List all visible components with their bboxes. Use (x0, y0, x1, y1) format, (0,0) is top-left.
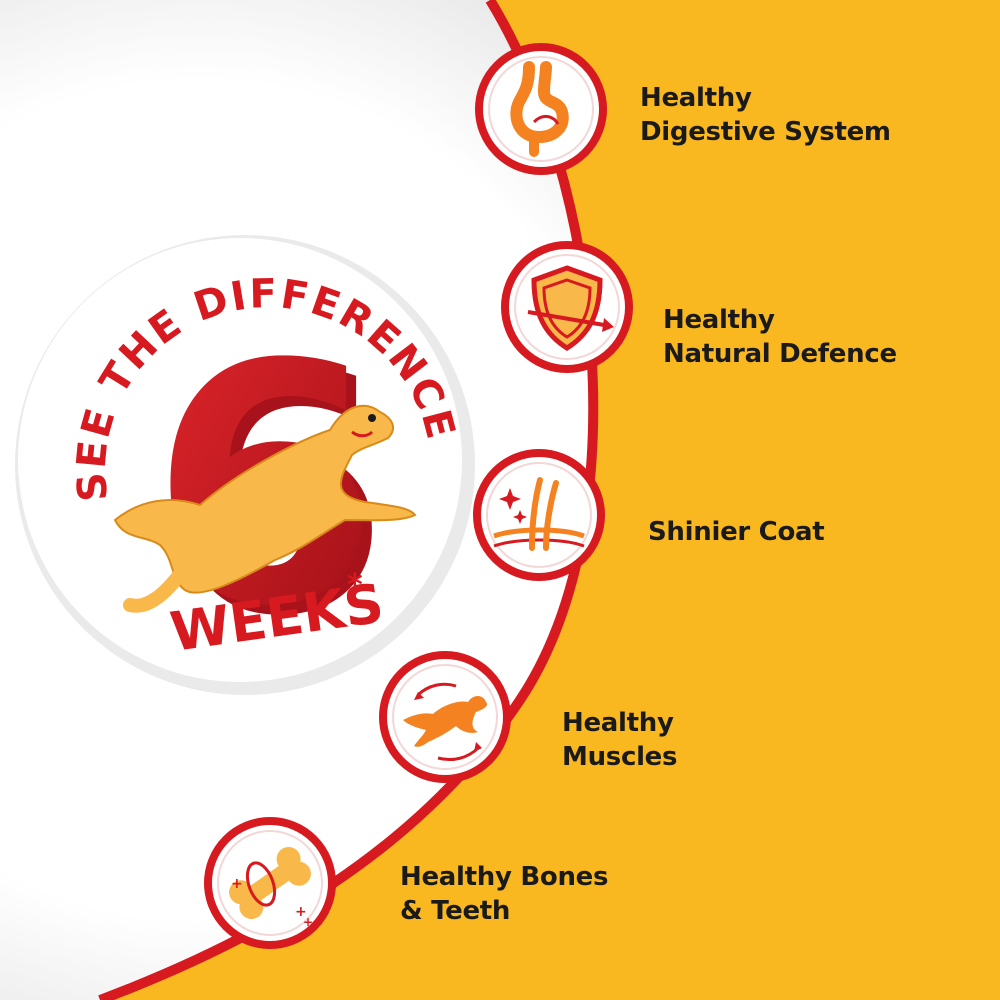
benefit-line1: Healthy (640, 83, 752, 113)
benefit-icon-bones: + + + (203, 816, 337, 950)
benefit-icon-defence (500, 240, 634, 374)
yellow-panel (100, 0, 1000, 1000)
benefit-label-bones: Healthy Bones & Teeth (400, 860, 609, 928)
svg-text:+: + (231, 876, 243, 892)
benefit-line2: Muscles (562, 742, 678, 772)
svg-text:+: + (295, 904, 307, 920)
benefit-label-digestive: Healthy Digestive System (640, 81, 891, 149)
benefit-line1: Healthy (562, 708, 674, 738)
benefit-line1: Shinier Coat (648, 517, 825, 547)
benefit-icon-muscles (378, 650, 512, 784)
benefit-icon-coat (472, 448, 606, 582)
benefit-line2: Natural Defence (663, 339, 897, 369)
benefit-label-defence: Healthy Natural Defence (663, 303, 897, 371)
shield-icon (501, 241, 633, 373)
benefit-label-muscles: Healthy Muscles (562, 706, 678, 774)
badge-circle (18, 238, 462, 682)
svg-text:+: + (303, 915, 313, 929)
running-dog-illustration (113, 404, 417, 613)
stomach-icon (475, 43, 607, 175)
badge-asterisk: * (347, 568, 363, 603)
hair-follicle-icon (473, 449, 605, 581)
benefit-line1: Healthy (663, 305, 775, 335)
benefit-line1: Healthy Bones (400, 862, 609, 892)
running-dog-icon (379, 651, 511, 783)
benefit-icon-digestive (474, 42, 608, 176)
benefit-line2: Digestive System (640, 117, 891, 147)
benefit-label-coat: Shinier Coat (648, 515, 825, 549)
bone-icon: + + + (204, 817, 336, 949)
benefit-line2: & Teeth (400, 896, 511, 926)
